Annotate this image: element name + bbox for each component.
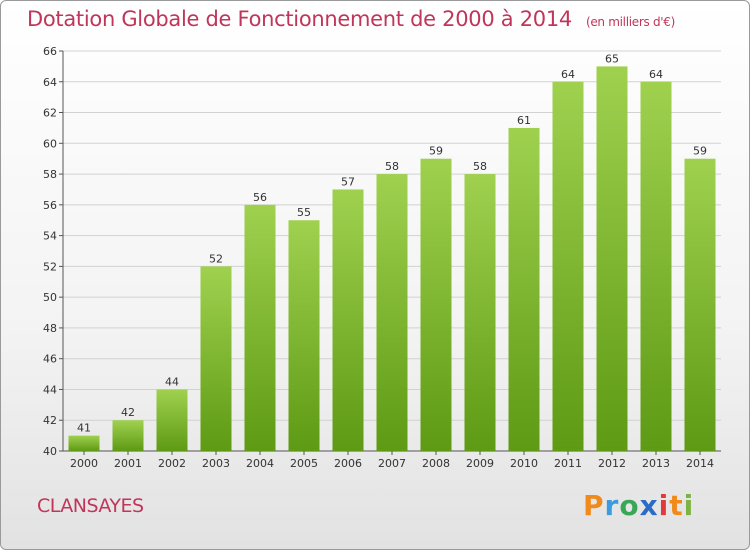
- bar: [244, 204, 276, 451]
- value-label: 64: [649, 68, 663, 81]
- logo-letter: t: [669, 489, 684, 522]
- bar: [68, 435, 100, 451]
- chart-subtitle: (en milliers d'€): [585, 15, 675, 29]
- chart-title-text: Dotation Globale de Fonctionnement de 20…: [27, 7, 572, 31]
- bar: [112, 420, 144, 451]
- value-label: 41: [77, 422, 91, 435]
- x-tick-label: 2010: [510, 457, 538, 470]
- x-tick-label: 2004: [246, 457, 274, 470]
- bar: [684, 158, 716, 451]
- y-tick-label: 40: [43, 445, 57, 458]
- value-label: 64: [561, 68, 575, 81]
- value-label: 52: [209, 252, 223, 265]
- commune-name: CLANSAYES: [37, 495, 144, 517]
- logo-letter: i: [658, 489, 670, 522]
- y-tick-label: 62: [43, 107, 57, 120]
- x-tick-label: 2012: [598, 457, 626, 470]
- y-tick-label: 52: [43, 260, 57, 273]
- value-label: 56: [253, 191, 267, 204]
- axis-layer: 40 42 44 46 48 50 52 54 56 58 60 62 64 66 2000 2001 2002…: [43, 45, 721, 470]
- bar: [332, 189, 364, 451]
- y-tick-label: 50: [43, 291, 57, 304]
- label-layer: 41 42 44 52 56 55 57 58 59 58 61 64 65 64 59: [77, 52, 707, 434]
- x-tick-label: 2013: [642, 457, 670, 470]
- y-tick-label: 54: [43, 230, 57, 243]
- y-tick-label: 48: [43, 322, 57, 335]
- logo-letter: P: [583, 489, 605, 522]
- y-tick-label: 58: [43, 168, 57, 181]
- logo-letter: r: [604, 489, 620, 522]
- x-tick-label: 2014: [686, 457, 714, 470]
- value-label: 59: [429, 145, 443, 158]
- value-label: 42: [121, 406, 135, 419]
- x-tick-label: 2002: [158, 457, 186, 470]
- value-label: 55: [297, 206, 311, 219]
- bar: [508, 127, 540, 451]
- y-tick-label: 42: [43, 414, 57, 427]
- value-label: 58: [385, 160, 399, 173]
- bar: [156, 389, 188, 451]
- x-tick-label: 2000: [70, 457, 98, 470]
- y-tick-label: 66: [43, 45, 57, 58]
- bar-layer: [68, 66, 716, 452]
- x-tick-label: 2009: [466, 457, 494, 470]
- x-tick-label: 2008: [422, 457, 450, 470]
- bar: [640, 81, 672, 452]
- value-label: 58: [473, 160, 487, 173]
- x-tick-label: 2011: [554, 457, 582, 470]
- x-tick-label: 2003: [202, 457, 230, 470]
- bar: [288, 220, 320, 451]
- value-label: 65: [605, 52, 619, 65]
- bar: [464, 174, 496, 452]
- logo-letter: o: [619, 489, 640, 522]
- value-label: 59: [693, 145, 707, 158]
- y-tick-label: 60: [43, 137, 57, 150]
- bar: [420, 158, 452, 451]
- logo-letter: i: [683, 489, 695, 522]
- value-label: 61: [517, 114, 531, 127]
- bar: [596, 66, 628, 451]
- proxiti-logo[interactable]: Proxiti: [583, 489, 694, 522]
- y-tick-label: 44: [43, 383, 57, 396]
- bar: [552, 81, 584, 452]
- y-tick-label: 56: [43, 199, 57, 212]
- y-tick-label: 46: [43, 353, 57, 366]
- y-tick-label: 64: [43, 76, 57, 89]
- logo-letter: x: [639, 489, 659, 522]
- x-tick-label: 2001: [114, 457, 142, 470]
- bar: [200, 266, 232, 451]
- chart-title: Dotation Globale de Fonctionnement de 20…: [27, 7, 675, 31]
- bar: [376, 174, 408, 452]
- x-tick-label: 2005: [290, 457, 318, 470]
- value-label: 57: [341, 175, 355, 188]
- x-tick-label: 2007: [378, 457, 406, 470]
- value-label: 44: [165, 375, 179, 388]
- x-tick-label: 2006: [334, 457, 362, 470]
